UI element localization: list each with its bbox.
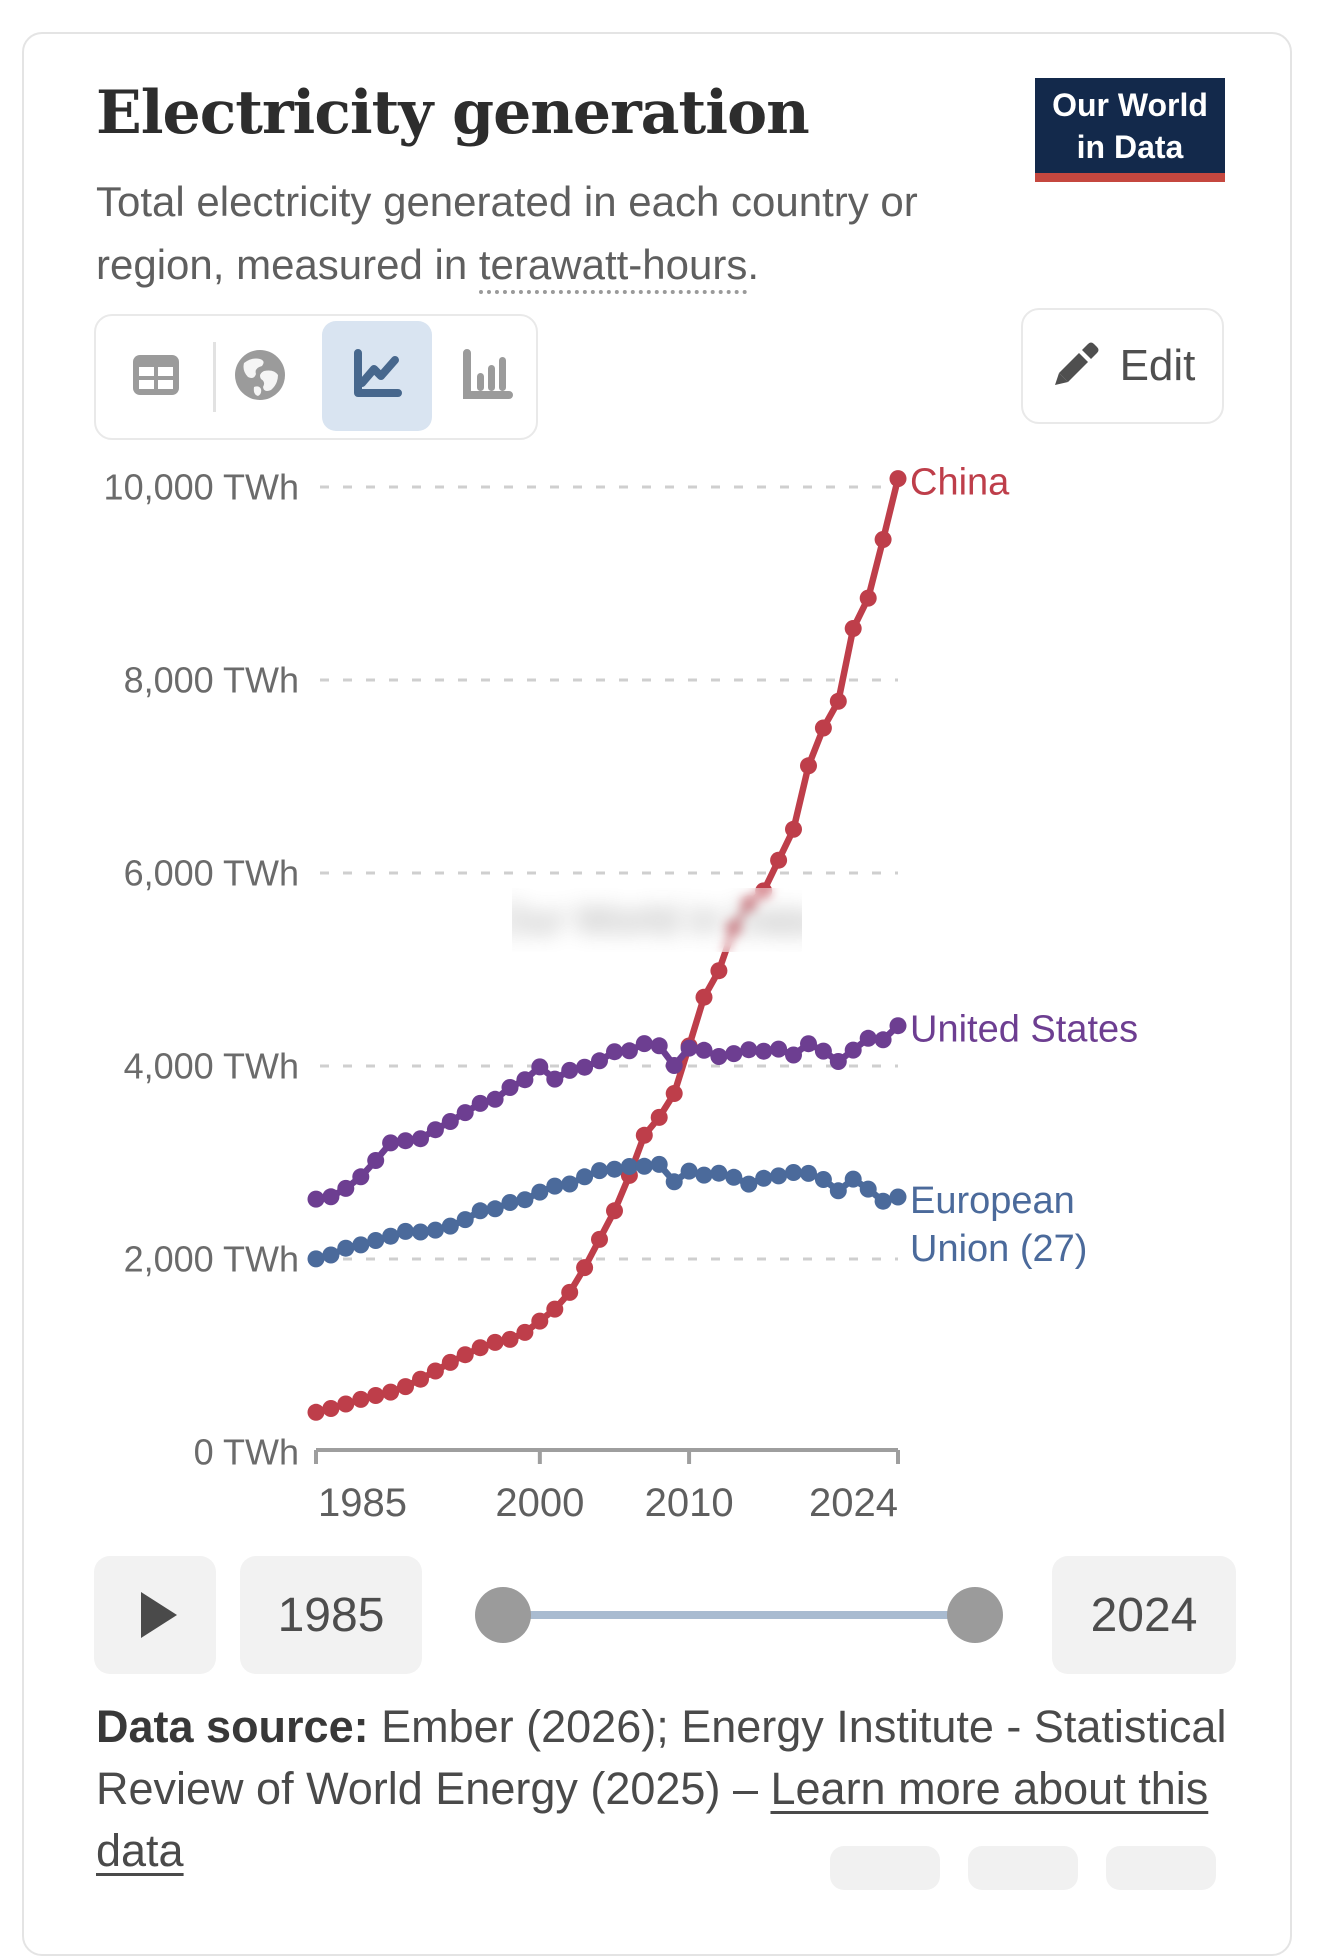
svg-text:0 TWh: 0 TWh: [194, 1432, 299, 1473]
subtitle-period: .: [747, 241, 760, 288]
svg-text:8,000 TWh: 8,000 TWh: [124, 660, 299, 701]
data-source-note: Data source: Ember (2026); Energy Instit…: [96, 1696, 1266, 1882]
timeline-end-year[interactable]: 2024: [1052, 1556, 1236, 1674]
action-button-stub-3[interactable]: [1106, 1846, 1216, 1890]
series-label[interactable]: China: [910, 462, 1010, 504]
chart-subtitle: Total electricity generated in each coun…: [96, 170, 996, 296]
terawatt-hours-term[interactable]: terawatt-hours: [478, 241, 748, 294]
edit-label: Edit: [1119, 341, 1196, 390]
globe-icon: [230, 345, 290, 410]
subtitle-text: Total electricity generated in each coun…: [96, 178, 918, 288]
logo-line2: in Data: [1076, 128, 1184, 165]
series-label[interactable]: European: [910, 1180, 1075, 1222]
logo-line1: Our World: [1052, 86, 1208, 123]
page-title: Electricity generation: [96, 78, 810, 148]
svg-text:10,000 TWh: 10,000 TWh: [104, 467, 299, 508]
series-label[interactable]: United States: [910, 1009, 1138, 1051]
data-source-text: Ember (2026); Energy Institute - Statist…: [96, 1701, 1227, 1814]
table-icon: [127, 346, 185, 409]
edit-button[interactable]: Edit: [1021, 308, 1224, 424]
timeline-handle-start[interactable]: [475, 1587, 531, 1643]
map-view-button[interactable]: [205, 316, 315, 438]
svg-text:2010: 2010: [645, 1481, 734, 1525]
pencil-icon: [1050, 335, 1102, 398]
line-chart-icon: [346, 343, 408, 410]
line-chart-view-button[interactable]: [322, 321, 432, 431]
svg-text:2,000 TWh: 2,000 TWh: [124, 1239, 299, 1280]
play-button[interactable]: [94, 1556, 216, 1674]
series-label[interactable]: Union (27): [910, 1228, 1087, 1270]
table-view-button[interactable]: [101, 316, 211, 438]
timeline-handle-end[interactable]: [947, 1587, 1003, 1643]
timeline-track[interactable]: [503, 1611, 975, 1619]
x-axis: 1985 2000 2010 2024: [314, 1448, 900, 1525]
series-united-states[interactable]: United States: [307, 1009, 1139, 1208]
bar-chart-icon: [457, 345, 517, 410]
owid-logo: Our World in Data: [1035, 78, 1225, 182]
timeline-start-year[interactable]: 1985: [240, 1556, 422, 1674]
toolbar-divider: [213, 342, 216, 412]
svg-text:6,000 TWh: 6,000 TWh: [124, 853, 299, 894]
action-button-stub-2[interactable]: [968, 1846, 1078, 1890]
svg-text:2024: 2024: [809, 1481, 898, 1525]
svg-text:2000: 2000: [495, 1481, 584, 1525]
data-source-prefix: Data source:: [96, 1701, 369, 1752]
bar-chart-view-button[interactable]: [432, 316, 542, 438]
svg-text:4,000 TWh: 4,000 TWh: [124, 1046, 299, 1087]
chart-watermark: Our World in Data: [512, 888, 802, 952]
action-button-stub-1[interactable]: [830, 1846, 940, 1890]
svg-text:1985: 1985: [318, 1481, 407, 1525]
view-switcher: [94, 314, 538, 440]
y-gridlines: 0 TWh 2,000 TWh 4,000 TWh 6,000 TWh 8,000 TW…: [104, 467, 898, 1473]
series-european-union-27-[interactable]: European Union (27): [307, 1155, 1088, 1270]
play-icon: [141, 1592, 177, 1638]
